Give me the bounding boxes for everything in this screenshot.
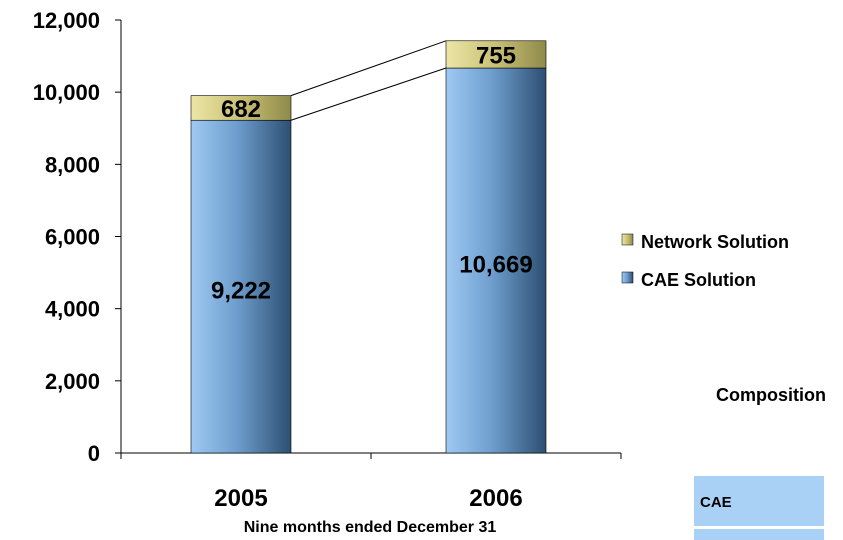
series-line xyxy=(290,67,447,121)
legend-label: CAE Solution xyxy=(641,270,756,290)
data-labels: 9,222 682 10,669 755 xyxy=(211,42,533,304)
y-tick-label: 0 xyxy=(88,441,100,466)
y-tick-label: 6,000 xyxy=(45,225,100,250)
data-label: 9,222 xyxy=(211,278,271,305)
y-tick-label: 8,000 xyxy=(45,152,100,177)
series-lines xyxy=(290,40,447,121)
bar-segment-cae-solution xyxy=(445,67,547,454)
legend-swatch xyxy=(621,271,634,284)
axes: 0 2,000 4,000 6,000 8,000 10,000 12,000 2005 200… xyxy=(33,8,622,512)
x-tick-label: 2006 xyxy=(469,485,522,512)
bar-segment-cae-solution xyxy=(190,119,292,454)
legend-label: Network Solution xyxy=(641,232,789,252)
bars xyxy=(190,40,547,454)
y-tick-label: 10,000 xyxy=(33,80,100,105)
y-tick-label: 4,000 xyxy=(45,297,100,322)
y-tick-label: 2,000 xyxy=(45,369,100,394)
composition-title: Composition xyxy=(716,385,826,405)
legend: Network Solution CAE Solution xyxy=(621,232,789,290)
legend-swatch xyxy=(621,233,634,246)
bar-segment-network-solution xyxy=(445,40,547,69)
composition-cae-block xyxy=(694,476,824,526)
bar-segment-network-solution xyxy=(190,95,292,121)
data-label: 755 xyxy=(476,42,516,69)
y-tick-label: 12,000 xyxy=(33,8,100,33)
data-label: 682 xyxy=(221,96,261,123)
series-line xyxy=(290,40,447,97)
composition-cae-label: CAE xyxy=(700,494,732,511)
x-axis-title: Nine months ended December 31 xyxy=(244,519,497,536)
data-label: 10,669 xyxy=(459,252,532,279)
composition-lower-block xyxy=(694,529,824,540)
x-tick-label: 2005 xyxy=(214,485,267,512)
